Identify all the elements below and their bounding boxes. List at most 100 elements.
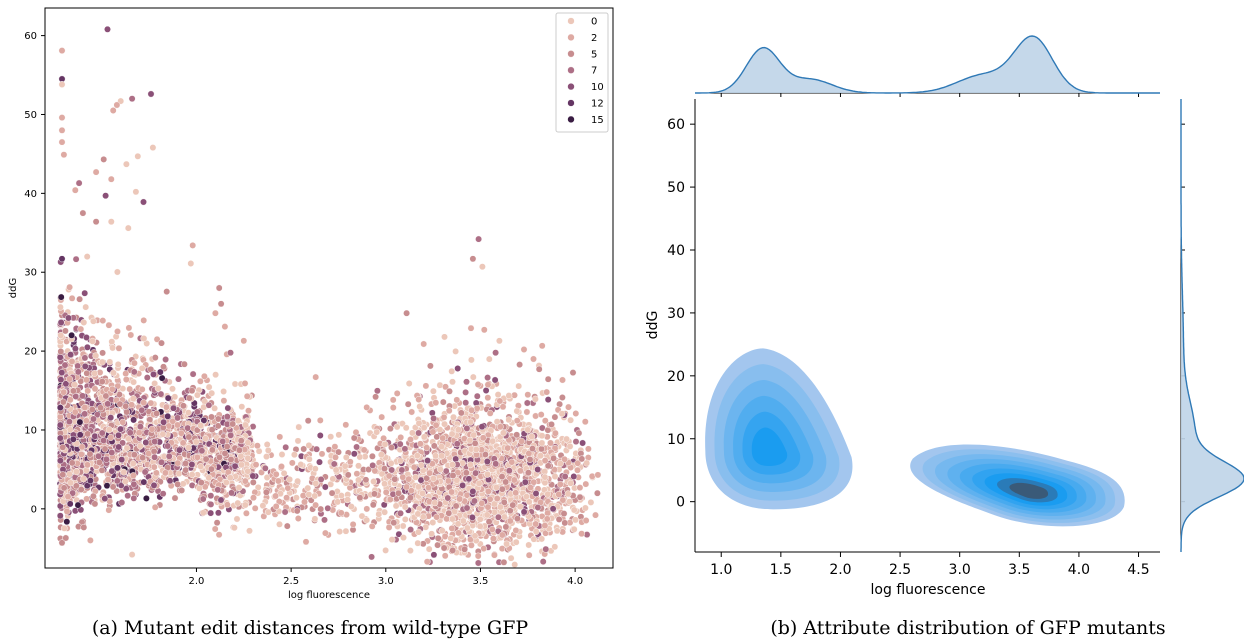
scatter-point	[534, 466, 542, 473]
scatter-point	[382, 546, 390, 554]
scatter-point	[457, 409, 465, 417]
scatter-point	[305, 491, 313, 499]
scatter-point	[250, 494, 257, 502]
scatter-point	[415, 396, 423, 403]
scatter-point	[572, 410, 580, 417]
scatter-point	[508, 458, 516, 466]
scatter-point	[163, 288, 171, 296]
scatter-point	[58, 81, 66, 88]
scatter-point	[505, 392, 513, 400]
scatter-point	[113, 268, 121, 276]
scatter-point	[570, 525, 578, 533]
scatter-point	[504, 444, 512, 452]
scatter-point	[129, 472, 137, 480]
scatter-point	[300, 445, 308, 453]
scatter-point	[264, 508, 272, 516]
scatter-point	[447, 534, 455, 542]
scatter-point	[82, 303, 90, 311]
scatter-point	[57, 319, 65, 326]
scatter-point	[226, 474, 234, 482]
scatter-point	[335, 431, 343, 439]
scatter-point	[484, 374, 492, 382]
scatter-point	[175, 375, 182, 383]
scatter-point	[72, 482, 80, 490]
scatter-point	[592, 511, 599, 519]
scatter-point	[106, 358, 114, 366]
scatter-point	[312, 479, 320, 487]
scatter-point	[474, 552, 482, 560]
scatter-point	[164, 412, 172, 420]
scatter-point	[485, 355, 493, 363]
scatter-point	[342, 527, 350, 535]
scatter-point	[227, 431, 235, 439]
scatter-point	[207, 492, 215, 500]
scatter-point	[556, 460, 564, 468]
scatter-point	[130, 416, 138, 424]
scatter-point	[534, 504, 542, 511]
scatter-point	[122, 402, 130, 410]
scatter-point	[98, 466, 106, 474]
scatter-point	[576, 493, 584, 501]
scatter-point	[513, 417, 521, 425]
scatter-point	[541, 457, 549, 465]
scatter-point	[513, 431, 521, 439]
scatter-point	[558, 410, 566, 418]
scatter-point	[235, 484, 243, 492]
scatter-point	[249, 472, 257, 480]
scatter-point	[524, 391, 532, 399]
scatter-point	[130, 451, 138, 459]
scatter-point	[81, 289, 89, 297]
scatter-point	[57, 293, 65, 301]
scatter-point	[89, 317, 97, 325]
scatter-point	[525, 498, 533, 506]
scatter-point	[197, 479, 205, 487]
scatter-point	[341, 462, 349, 470]
scatter-point	[130, 480, 138, 488]
scatter-point	[132, 188, 140, 196]
scatter-point	[205, 383, 213, 391]
scatter-point	[81, 410, 89, 418]
scatter-point	[567, 479, 575, 487]
scatter-point	[283, 494, 291, 502]
scatter-point	[91, 385, 99, 393]
scatter-point	[430, 414, 438, 422]
scatter-point	[529, 445, 536, 453]
scatter-point	[561, 473, 569, 480]
scatter-point	[109, 483, 117, 491]
scatter-point	[120, 468, 128, 476]
scatter-point	[544, 396, 552, 404]
scatter-point	[67, 351, 75, 359]
scatter-point	[189, 370, 197, 378]
scatter-point	[76, 431, 84, 439]
scatter-point	[281, 508, 289, 516]
scatter-point	[280, 469, 288, 477]
scatter-point	[174, 414, 182, 422]
scatter-point	[207, 465, 215, 473]
scatter-point	[223, 413, 231, 421]
scatter-point	[220, 388, 228, 395]
scatter-point	[74, 368, 82, 376]
scatter-point	[426, 362, 434, 370]
scatter-point	[578, 455, 586, 463]
scatter-point	[368, 553, 376, 561]
scatter-point	[330, 460, 338, 468]
scatter-point	[498, 531, 506, 539]
scatter-point	[237, 437, 245, 445]
scatter-point	[103, 482, 111, 490]
scatter-point	[202, 435, 209, 442]
scatter-point	[389, 396, 397, 404]
scatter-point	[176, 446, 183, 454]
scatter-point	[381, 440, 389, 448]
scatter-point	[448, 524, 456, 532]
scatter-point	[342, 421, 350, 429]
scatter-point	[551, 429, 559, 437]
scatter-point	[490, 551, 498, 559]
scatter-point	[252, 461, 260, 469]
scatter-point	[462, 388, 470, 396]
scatter-point	[68, 459, 76, 467]
scatter-point	[576, 484, 584, 492]
scatter-point	[486, 495, 494, 503]
scatter-point	[89, 337, 97, 345]
scatter-point	[352, 428, 360, 436]
scatter-point	[83, 334, 90, 341]
